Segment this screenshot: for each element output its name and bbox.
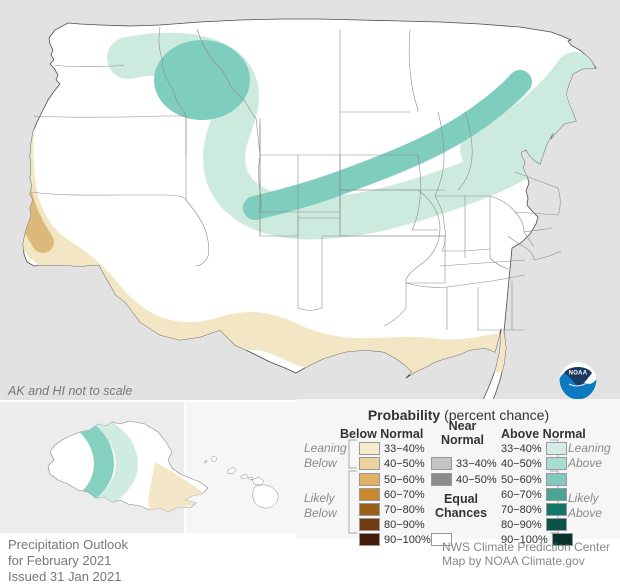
svg-text:NOAA: NOAA: [569, 371, 588, 377]
